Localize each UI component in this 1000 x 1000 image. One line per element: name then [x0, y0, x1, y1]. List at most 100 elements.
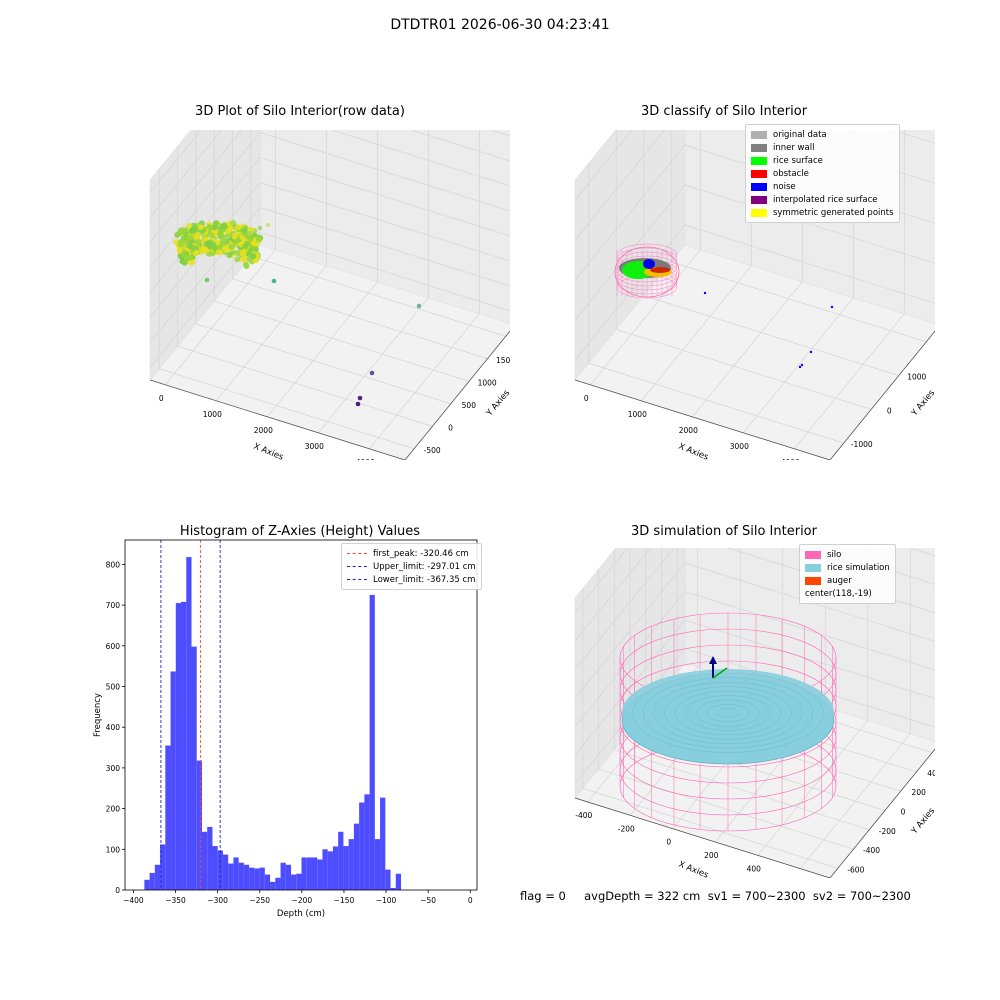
sim-x-tick-label: -200 — [618, 824, 635, 833]
legend-swatch — [751, 130, 767, 139]
sim-grid-z — [574, 548, 652, 642]
raw-x-tick-label: 2000 — [254, 426, 273, 435]
raw-grid-x — [165, 249, 276, 386]
legend-swatch — [751, 143, 767, 152]
sim-rice-mesh — [642, 677, 814, 749]
histogram-bar — [196, 760, 202, 890]
sim-grid-z — [818, 548, 935, 585]
y-tick-label: 700 — [106, 601, 121, 610]
cls-y-tick-label: 0 — [887, 406, 892, 415]
sim-y-axis-line — [829, 748, 935, 878]
histogram-bar — [332, 846, 339, 890]
raw-grid-z — [259, 232, 510, 312]
x-tick-label: 0 — [468, 896, 473, 905]
legend-swatch — [751, 182, 767, 191]
legend-label: obstacle — [773, 168, 809, 179]
legend-label: interpolated rice surface — [773, 194, 878, 205]
raw-y-tick-label: 1500 — [496, 356, 510, 365]
cls-y-tick-label: 1000 — [907, 373, 926, 382]
sim-x-tick-label: 0 — [666, 838, 671, 847]
legend-swatch — [805, 576, 821, 585]
raw-y-axis-title: Y Axies — [484, 388, 510, 419]
histogram-bars — [144, 557, 402, 890]
histogram-bar — [338, 831, 344, 890]
cls-x-tick-label: 0 — [584, 394, 589, 403]
histogram-bar — [317, 859, 323, 890]
x-tick-label: −350 — [165, 896, 186, 905]
histogram-bar — [380, 797, 386, 890]
cls-y-tick-label: -1000 — [851, 440, 873, 449]
sim-x-axis-title: X Axies — [677, 860, 710, 878]
histogram-bar — [285, 864, 292, 890]
raw-back-pane — [259, 130, 510, 324]
legend-label: symmetric generated points — [773, 207, 894, 218]
histogram-bar — [149, 872, 155, 890]
raw-x-axis-title: X Axies — [252, 442, 285, 460]
legend-swatch — [751, 169, 767, 178]
sim-rice-mesh — [685, 695, 771, 731]
legend-entry: original data — [751, 128, 894, 141]
x-tick-label: −150 — [334, 896, 355, 905]
y-tick-label: 0 — [115, 886, 120, 895]
raw-grid-z — [330, 130, 510, 187]
raw-grid-x — [216, 265, 327, 402]
histogram-chart: −400 −350 −300 −250 −200 −150 −100 −50 0 0 100 200 3… — [93, 539, 478, 919]
raw-grid-y — [177, 345, 433, 427]
sim-y-tick-label: -200 — [879, 827, 896, 836]
raw-y-axis-line — [404, 330, 510, 460]
histogram-bar — [243, 864, 250, 890]
histogram-bar — [280, 862, 286, 890]
sim-grid-z — [574, 619, 686, 756]
sim-x-tick-label: 200 — [704, 851, 719, 860]
y-tick-label: 800 — [106, 560, 121, 569]
histogram-bar — [390, 887, 396, 890]
cls-grid-x — [590, 249, 701, 386]
x-tick-label: −200 — [292, 896, 313, 905]
panel-title-histogram: Histogram of Z-Axies (Height) Values — [179, 524, 421, 539]
histogram-bar — [291, 874, 297, 890]
panel-title-simulation: 3D simulation of Silo Interior — [631, 524, 817, 539]
legend-label: original data — [773, 129, 827, 140]
raw-grid-z — [149, 130, 202, 193]
legend-entry: interpolated rice surface — [751, 193, 894, 206]
cls-x-tick-label: 4000 — [781, 458, 800, 460]
legend-histogram: first_peak: -320.46 cm Upper_limit: -297.… — [341, 543, 482, 590]
sim-grid-y — [582, 788, 838, 869]
legend-line — [347, 566, 367, 567]
raw-y-tick-label: 500 — [462, 401, 477, 410]
raw-y-tick-label: -500 — [424, 446, 441, 455]
raw-grid-y — [250, 255, 506, 337]
sim-rice-mesh — [653, 681, 803, 744]
raw-x-tick-label: 3000 — [305, 442, 324, 451]
panel-title-raw: 3D Plot of Silo Interior(row data) — [195, 104, 405, 119]
legend-entry: auger — [805, 574, 890, 587]
cls-grid-z — [574, 224, 686, 361]
raw-grid-z — [410, 130, 510, 162]
histogram-bar — [238, 862, 244, 890]
histogram-bar — [175, 603, 182, 890]
x-tick-label: −100 — [376, 896, 397, 905]
raw-y-tick-label: 1000 — [478, 378, 497, 387]
raw-x-axis-line — [149, 379, 406, 460]
legend-label: inner wall — [773, 142, 815, 153]
cls-grid-y — [643, 295, 899, 376]
histogram-bar — [154, 864, 161, 890]
y-tick-label: 600 — [106, 642, 121, 651]
raw-point-cloud — [173, 220, 422, 407]
sim-grid-z — [574, 548, 675, 670]
legend-entry: obstacle — [751, 167, 894, 180]
legend-classify: original data inner wall rice surface obsta… — [745, 124, 900, 223]
legend-label: first_peak: -320.46 cm — [373, 548, 469, 559]
legend-entry: silo — [805, 548, 890, 561]
figure-title: DTDTR01 2026-06-30 04:23:41 — [390, 17, 610, 33]
histogram-bar — [395, 873, 402, 890]
y-tick-label: 400 — [106, 723, 121, 732]
raw-grid-z — [149, 132, 261, 268]
raw-x-tick-label: 0 — [159, 394, 164, 403]
sim-auger-head — [709, 656, 717, 664]
y-tick-label: 500 — [106, 683, 121, 692]
sim-y-tick-label: -400 — [863, 846, 880, 855]
histogram-bar — [228, 863, 234, 890]
legend-simulation: silo rice simulation auger center(118,-19) — [799, 544, 896, 604]
x-tick-label: −300 — [207, 896, 228, 905]
